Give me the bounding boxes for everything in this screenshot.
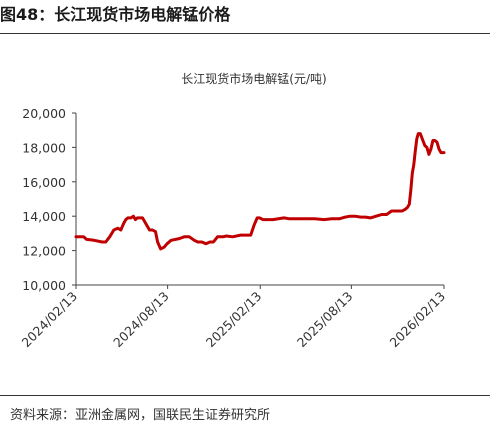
x-tick-label: 2025/08/13 [294, 289, 356, 351]
y-tick-labels: 10,000 12,000 14,000 16,000 18,000 20,000 [22, 106, 76, 293]
y-tick-label: 10,000 [22, 278, 66, 293]
x-tick-labels: 2024/02/13 2024/08/13 2025/02/13 2025/08/13… [19, 285, 449, 351]
y-tick-label: 18,000 [22, 140, 66, 155]
x-tick-label: 2025/02/13 [203, 289, 265, 351]
x-tick-label: 2024/08/13 [110, 289, 172, 351]
y-tick-label: 12,000 [22, 244, 66, 259]
y-tick-label: 16,000 [22, 175, 66, 190]
figure-title: 图48：长江现货市场电解锰价格 [0, 5, 231, 24]
footer-divider [0, 395, 490, 396]
y-tick-label: 14,000 [22, 209, 66, 224]
series-line [74, 132, 446, 251]
chart-title: 长江现货市场电解锰(元/吨) [181, 71, 326, 86]
title-divider [0, 33, 490, 34]
y-tick-label: 20,000 [22, 106, 66, 121]
line-chart: 长江现货市场电解锰(元/吨) 10,00012,00014,00016,0001… [19, 71, 449, 351]
source-note: 资料来源：亚洲金属网，国联民生证券研究所 [10, 408, 271, 423]
x-tick-label: 2024/02/13 [19, 289, 81, 351]
x-tick-label: 2026/02/13 [387, 289, 449, 351]
